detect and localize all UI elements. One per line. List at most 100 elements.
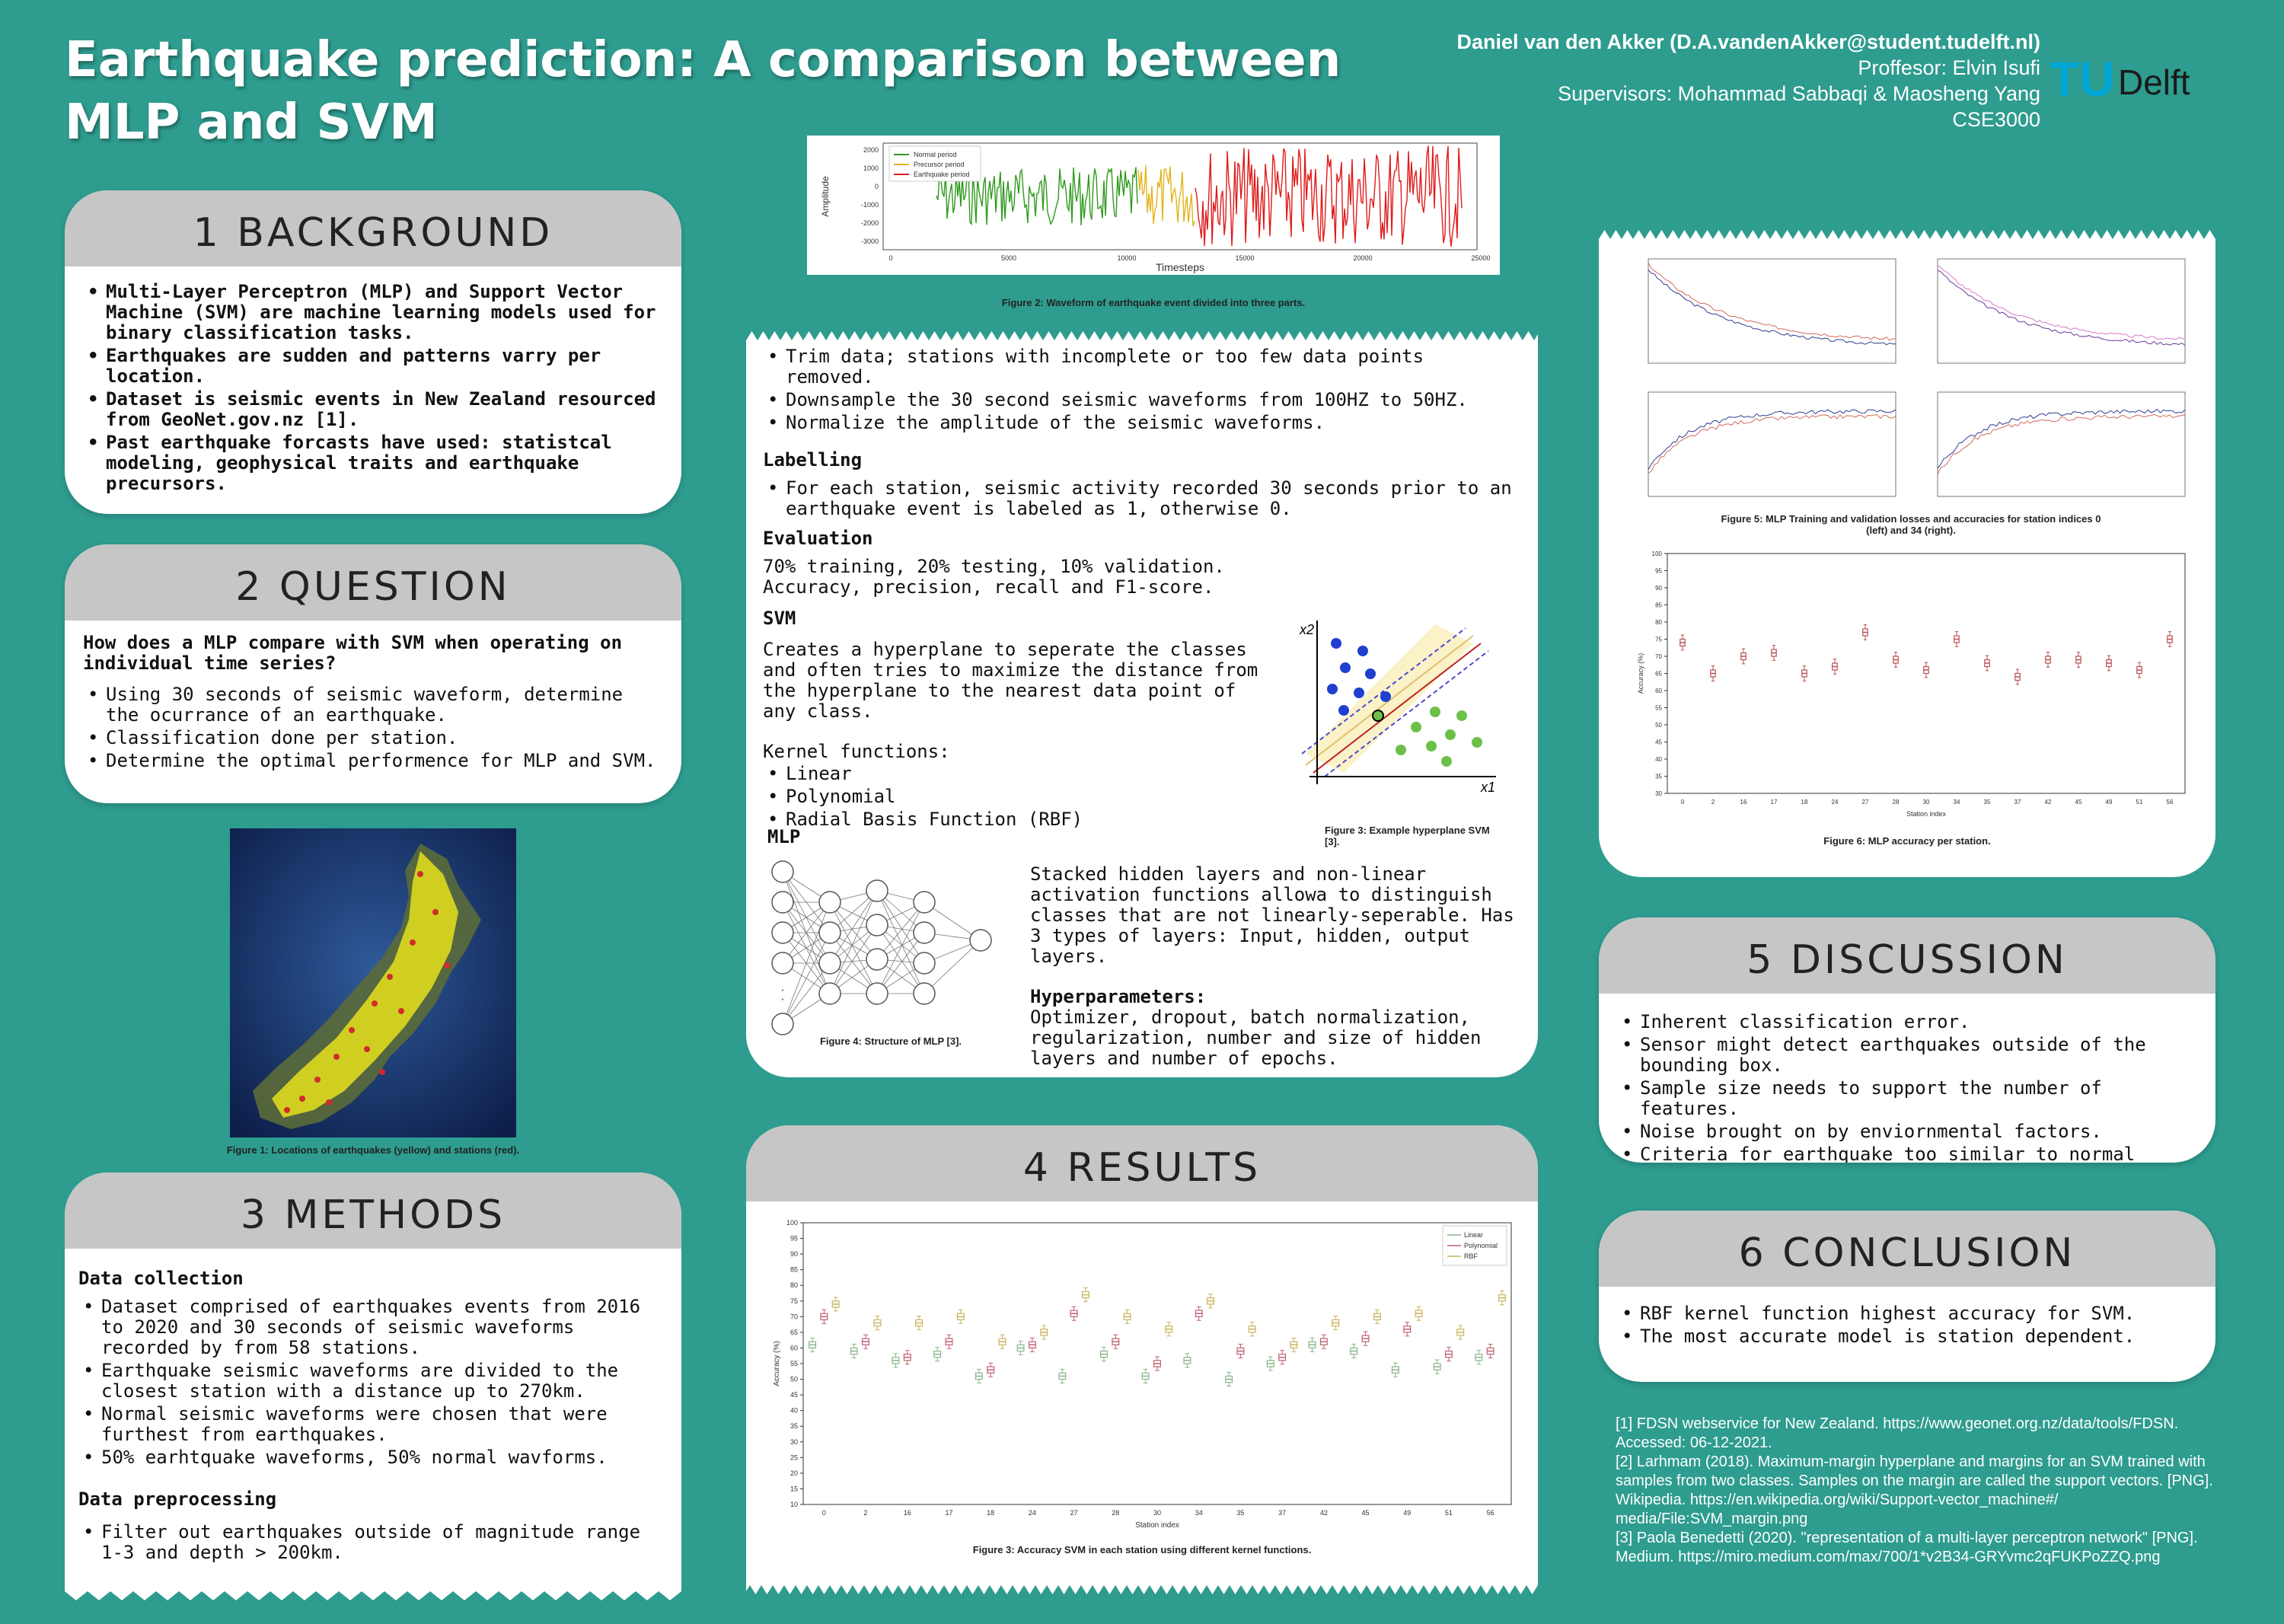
preprocessing-steps: Trim data; stations with incomplete or t… (763, 346, 1515, 434)
curve-panel (1648, 391, 1896, 497)
x2-axis-label: x2 (1299, 622, 1314, 637)
box-polynomial (862, 1334, 870, 1349)
connection (923, 901, 981, 941)
neuron (913, 952, 936, 975)
legend-label: RBF (1464, 1252, 1479, 1260)
labelling-title: Labelling (763, 449, 863, 471)
background-heading: 1 BACKGROUND (65, 190, 681, 266)
list-item: Polynomial (763, 786, 1515, 808)
conclusion-heading: 6 CONCLUSION (1599, 1211, 2215, 1287)
connection (876, 901, 925, 960)
connection (876, 901, 925, 994)
neuron (771, 952, 794, 975)
results-wave-edge (746, 1578, 1538, 1594)
neuron (866, 948, 888, 971)
figure5-caption: Figure 5: MLP Training and validation lo… (1721, 513, 2101, 536)
conclusion-panel: 6 CONCLUSION RBF kernel function highest… (1599, 1211, 2215, 1382)
box-polynomial (1195, 1306, 1203, 1321)
box-linear (1100, 1347, 1108, 1362)
box-rbf (1165, 1322, 1173, 1337)
box-polynomial (1444, 1347, 1453, 1362)
x-tick-label: 17 (1771, 799, 1778, 806)
box-polynomial (1403, 1322, 1412, 1337)
x-tick-label: 24 (1832, 799, 1839, 806)
figure6-caption: Figure 6: MLP accuracy per station. (1823, 835, 1991, 847)
x-tick-label: 56 (1487, 1509, 1494, 1517)
y-tick-label: 15 (790, 1485, 798, 1492)
methods-heading: 3 METHODS (65, 1173, 681, 1249)
list-item: Normal seismic waveforms were chosen tha… (78, 1404, 663, 1445)
x-tick-label: 0 (1681, 799, 1685, 806)
list-item: Downsample the 30 second seismic wavefor… (763, 390, 1515, 411)
box-linear (1475, 1350, 1483, 1365)
normal-period-trace (936, 167, 1138, 226)
box-rbf (1498, 1291, 1506, 1306)
neuron (866, 982, 888, 1005)
svm-text: Creates a hyperplane to seperate the cla… (763, 639, 1258, 722)
y-axis-label: Accuracy (%) (773, 1341, 781, 1386)
mlp-structure-diagram: · · (769, 857, 1013, 1054)
x-tick-label: 49 (2106, 799, 2113, 806)
x-tick-label: 27 (1070, 1509, 1078, 1517)
box-linear (1308, 1337, 1316, 1352)
box-polynomial (1153, 1356, 1161, 1371)
mlp-figures-panel: Figure 5: MLP Training and validation lo… (1599, 245, 2215, 877)
connection (829, 901, 878, 994)
figure1-caption: Figure 1: Locations of earthquakes (yell… (226, 1144, 520, 1156)
neuron (818, 952, 841, 975)
training-curve (1937, 270, 2186, 346)
y-tick-label: -1000 (861, 201, 879, 209)
box-rbf (1290, 1337, 1298, 1352)
training-curve (1648, 262, 1896, 341)
box-polynomial (1361, 1331, 1370, 1346)
neuron (913, 982, 936, 1005)
box-mlp (2045, 652, 2051, 668)
connection (876, 890, 925, 964)
list-item: Criteria for earthquake too similar to n… (1617, 1144, 2197, 1163)
x-tick-label: 42 (1320, 1509, 1328, 1517)
y-tick-label: 40 (790, 1407, 798, 1415)
box-linear (892, 1353, 900, 1368)
y-tick-label: 60 (790, 1344, 798, 1351)
evaluation-line: 70% training, 20% testing, 10% validatio… (763, 556, 1225, 577)
box-linear (1266, 1356, 1274, 1371)
box-rbf (873, 1316, 882, 1331)
y-tick-label: 70 (790, 1313, 798, 1320)
x-tick-label: 16 (1740, 799, 1747, 806)
connection (782, 962, 831, 1025)
list-item: Sample size needs to support the number … (1617, 1078, 2197, 1119)
box-rbf (831, 1297, 840, 1312)
list-item: RBF kernel function highest accuracy for… (1617, 1303, 2197, 1325)
box-mlp (2075, 652, 2081, 668)
neuron (818, 982, 841, 1005)
box-mlp (1923, 662, 1929, 678)
neuron (913, 921, 936, 944)
plot-frame (1648, 391, 1896, 497)
plot-frame (882, 142, 1478, 250)
x-tick-label: 45 (2075, 799, 2082, 806)
y-tick-label: 1000 (863, 164, 879, 172)
x-tick-label: 18 (1801, 799, 1808, 806)
y-tick-label: 75 (1655, 637, 1662, 643)
x-tick-label: 49 (1403, 1509, 1411, 1517)
box-polynomial (945, 1334, 953, 1349)
x-tick-label: 15000 (1235, 254, 1254, 262)
box-mlp (2136, 662, 2142, 678)
station-markers (284, 871, 450, 1113)
y-tick-label: 95 (790, 1235, 798, 1243)
neuron (913, 891, 936, 914)
x-tick-label: 35 (1236, 1509, 1244, 1517)
list-item: Earthquakes are sudden and patterns varr… (83, 346, 663, 387)
y-tick-label: 45 (1655, 739, 1662, 746)
y-tick-label: 50 (790, 1376, 798, 1383)
discussion-list: Inherent classification error. Sensor mi… (1617, 1012, 2197, 1163)
poster-title: Earthquake prediction: A comparison betw… (65, 32, 1341, 151)
training-curve (1937, 264, 2186, 340)
x-tick-label: 2 (1711, 799, 1715, 806)
y-tick-label: 25 (790, 1453, 798, 1461)
curve-panel (1937, 391, 2186, 497)
box-rbf (1248, 1322, 1256, 1337)
mlp-description: Stacked hidden layers and non-linear act… (1030, 864, 1517, 1069)
reference-1: [1] FDSN webservice for New Zealand. htt… (1616, 1415, 2179, 1451)
legend-label: Polynomial (1464, 1242, 1498, 1249)
